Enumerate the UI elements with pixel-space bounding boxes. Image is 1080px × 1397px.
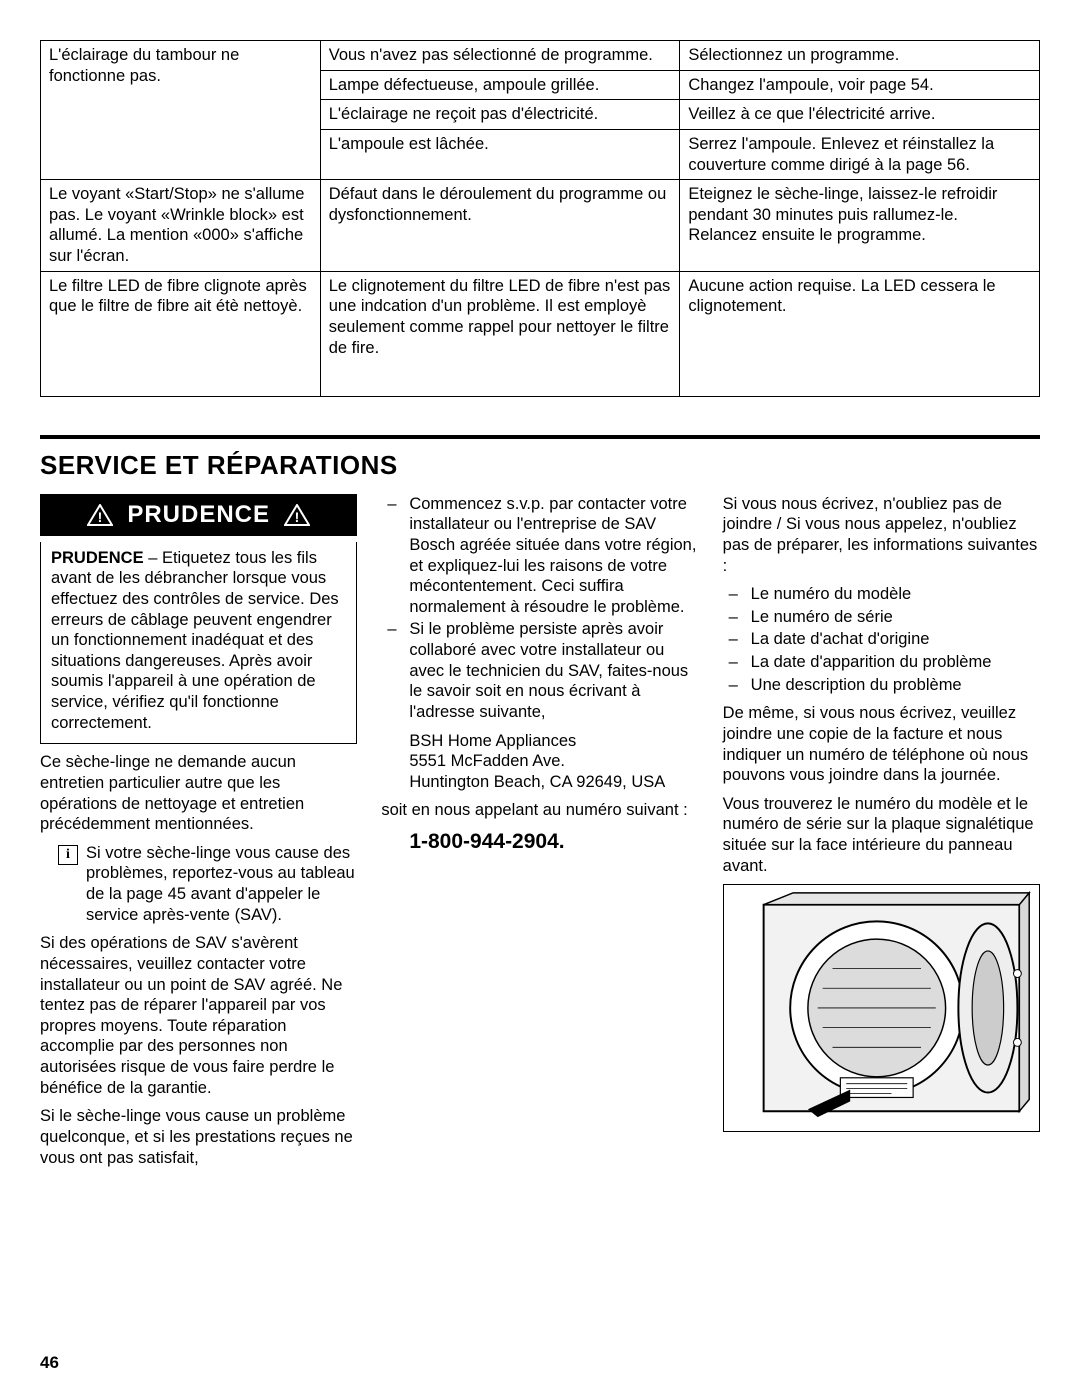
troubleshooting-table: L'éclairage du tambour ne fonctionne pas… bbox=[40, 40, 1040, 397]
cell-remedy: Veillez à ce que l'électricité arrive. bbox=[680, 100, 1040, 130]
cell-remedy: Aucune action requise. La LED cessera le… bbox=[680, 271, 1040, 397]
list-item: Une description du problème bbox=[723, 675, 1040, 696]
address-line: Huntington Beach, CA 92649, USA bbox=[409, 772, 698, 793]
cell-remedy: Eteignez le sèche-linge, laissez-le refr… bbox=[680, 180, 1040, 272]
list-item: La date d'apparition du problème bbox=[723, 652, 1040, 673]
list-item: Commencez s.v.p. par contacter votre ins… bbox=[381, 494, 698, 618]
rating-plate-illustration bbox=[723, 884, 1040, 1132]
paragraph: Vous trouverez le numéro du modèle et le… bbox=[723, 794, 1040, 877]
cell-cause: L'éclairage ne reçoit pas d'électricité. bbox=[320, 100, 680, 130]
cell-problem: Le voyant «Start/Stop» ne s'allume pas. … bbox=[41, 180, 321, 272]
paragraph: Si le sèche-linge vous cause un problème… bbox=[40, 1106, 357, 1168]
caution-banner: ! PRUDENCE ! bbox=[40, 494, 357, 536]
list-item: Le numéro du modèle bbox=[723, 584, 1040, 605]
caution-label: PRUDENCE bbox=[127, 500, 270, 530]
cell-problem: Le filtre LED de fibre clignote après qu… bbox=[41, 271, 321, 397]
info-icon: i bbox=[58, 845, 78, 865]
address-line: BSH Home Appliances bbox=[409, 731, 698, 752]
svg-text:!: ! bbox=[98, 509, 103, 525]
paragraph: Si des opérations de SAV s'avèrent néces… bbox=[40, 933, 357, 1098]
info-required-list: Le numéro du modèle Le numéro de série L… bbox=[723, 584, 1040, 695]
steps-list: Commencez s.v.p. par contacter votre ins… bbox=[381, 494, 698, 723]
warning-triangle-icon: ! bbox=[284, 504, 310, 526]
paragraph: soit en nous appelant au numéro suivant … bbox=[381, 800, 698, 821]
cell-problem: L'éclairage du tambour ne fonctionne pas… bbox=[41, 41, 321, 180]
paragraph: Ce sèche-linge ne demande aucun entretie… bbox=[40, 752, 357, 835]
cell-cause: Défaut dans le déroulement du programme … bbox=[320, 180, 680, 272]
page-number: 46 bbox=[40, 1352, 59, 1373]
content-columns: ! PRUDENCE ! PRUDENCE – Etiquetez tous l… bbox=[40, 494, 1040, 1177]
table-row: L'éclairage du tambour ne fonctionne pas… bbox=[41, 41, 1040, 71]
address-line: 5551 McFadden Ave. bbox=[409, 751, 698, 772]
cell-cause: L'ampoule est lâchée. bbox=[320, 129, 680, 179]
cell-remedy: Sélectionnez un programme. bbox=[680, 41, 1040, 71]
cell-cause: Le clignotement du filtre LED de fibre n… bbox=[320, 271, 680, 397]
column-3: Si vous nous écrivez, n'oubliez pas de j… bbox=[723, 494, 1040, 1177]
caution-body: PRUDENCE – Etiquetez tous les fils avant… bbox=[40, 542, 357, 745]
section-divider bbox=[40, 435, 1040, 439]
section-title: SERVICE ET RÉPARATIONS bbox=[40, 449, 1040, 482]
list-item: Le numéro de série bbox=[723, 607, 1040, 628]
list-item: La date d'achat d'origine bbox=[723, 629, 1040, 650]
cell-remedy: Serrez l'ampoule. Enlevez et réinstallez… bbox=[680, 129, 1040, 179]
table-body: L'éclairage du tambour ne fonctionne pas… bbox=[41, 41, 1040, 397]
column-2: Commencez s.v.p. par contacter votre ins… bbox=[381, 494, 698, 1177]
cell-cause: Lampe défectueuse, ampoule grillée. bbox=[320, 70, 680, 100]
phone-number: 1-800-944-2904. bbox=[381, 829, 698, 855]
service-address: BSH Home Appliances 5551 McFadden Ave. H… bbox=[381, 731, 698, 793]
warning-triangle-icon: ! bbox=[87, 504, 113, 526]
svg-text:!: ! bbox=[295, 509, 300, 525]
table-row: Le voyant «Start/Stop» ne s'allume pas. … bbox=[41, 180, 1040, 272]
caution-body-text: – Etiquetez tous les fils avant de les d… bbox=[51, 549, 339, 732]
list-item: Si le problème persiste après avoir coll… bbox=[381, 619, 698, 722]
info-text: Si votre sèche-linge vous cause des prob… bbox=[86, 843, 357, 926]
paragraph: Si vous nous écrivez, n'oubliez pas de j… bbox=[723, 494, 1040, 577]
caution-body-lead: PRUDENCE bbox=[51, 549, 144, 567]
paragraph: De même, si vous nous écrivez, veuillez … bbox=[723, 703, 1040, 786]
cell-remedy: Changez l'ampoule, voir page 54. bbox=[680, 70, 1040, 100]
table-row: Le filtre LED de fibre clignote après qu… bbox=[41, 271, 1040, 397]
info-note: i Si votre sèche-linge vous cause des pr… bbox=[40, 843, 357, 926]
cell-cause: Vous n'avez pas sélectionné de programme… bbox=[320, 41, 680, 71]
column-1: ! PRUDENCE ! PRUDENCE – Etiquetez tous l… bbox=[40, 494, 357, 1177]
